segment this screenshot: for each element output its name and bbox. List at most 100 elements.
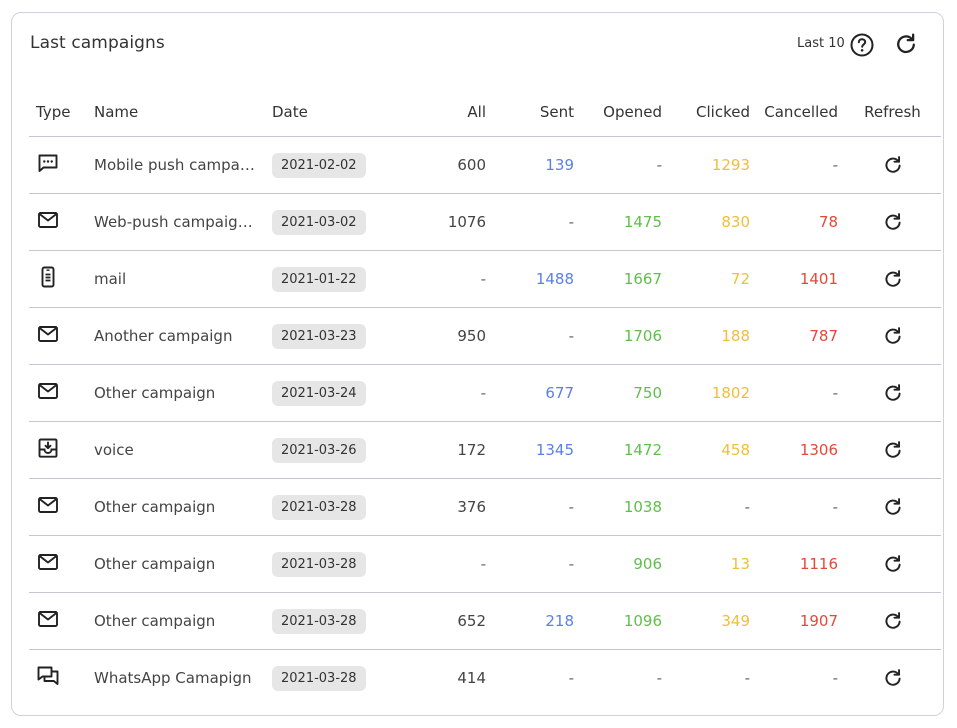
type-cell [29,136,94,194]
refresh-icon[interactable] [882,268,904,290]
campaign-name[interactable]: Other campaign [94,612,216,631]
date-chip: 2021-03-23 [272,323,366,349]
email-icon [36,379,60,403]
clicked-cell: 1802 [662,364,750,422]
clicked-cell: - [662,478,750,536]
opened-cell: 1096 [574,592,662,650]
date-chip: 2021-03-28 [272,494,366,520]
campaign-name[interactable]: Mobile push campai... [94,156,258,175]
chat-icon [36,664,60,688]
opened-cell: 750 [574,364,662,422]
campaigns-table: Type Name Date All Sent Opened Clicked C… [29,87,941,706]
all-cell: 600 [382,136,486,194]
opened-cell: 1706 [574,307,662,365]
table-row[interactable]: mail 2021-01-22-1488 1667 72 1401 [29,250,941,308]
table-row[interactable]: Another campaign 2021-03-23 950-1706 188 787 [29,307,941,365]
table-row[interactable]: Mobile push campai... 2021-02-02 600 139 -12… [29,136,941,194]
type-cell [29,364,94,422]
opened-cell: 906 [574,535,662,593]
clicked-cell: 1293 [662,136,750,194]
campaign-name[interactable]: Web-push campaign... [94,213,258,232]
col-date-header: Date [272,87,382,137]
refresh-all-icon[interactable] [893,31,919,57]
campaign-name[interactable]: WhatsApp Camapign [94,669,252,688]
date-cell: 2021-02-02 [272,136,382,194]
all-cell: 414 [457,669,486,687]
name-cell: Web-push campaign... [94,193,272,251]
refresh-icon[interactable] [882,382,904,404]
all-cell: 1076 [382,193,486,251]
date-chip: 2021-01-22 [272,266,366,292]
refresh-cell [838,592,941,650]
type-cell [29,650,94,707]
campaign-name[interactable]: voice [94,441,134,460]
name-cell: Other campaign [94,592,272,650]
sms-icon [36,151,60,175]
campaign-name[interactable]: Other campaign [94,555,216,574]
all-cell: - [382,250,486,308]
refresh-cell [838,364,941,422]
campaign-name[interactable]: Another campaign [94,327,233,346]
card-title: Last campaigns [30,33,165,53]
refresh-cell [838,307,941,365]
opened-cell: 1475 [574,193,662,251]
table-row[interactable]: Other campaign 2021-03-28 376-1038- - [29,478,941,536]
range-label[interactable]: Last 10 [797,36,845,51]
sent-cell: 139 [486,136,574,194]
date-cell: 2021-03-28 [272,478,382,536]
refresh-icon[interactable] [882,325,904,347]
refresh-icon[interactable] [882,667,904,689]
table-row[interactable]: Other campaign 2021-03-24-677 750 1802- [29,364,941,422]
date-cell: 2021-03-28 [272,592,382,650]
refresh-icon[interactable] [882,154,904,176]
email-icon [36,208,60,232]
refresh-icon[interactable] [882,439,904,461]
email-icon [36,607,60,631]
voicemail-icon [36,436,60,460]
date-chip: 2021-03-28 [272,665,366,691]
cancelled-cell: - [832,669,838,687]
refresh-cell [838,250,941,308]
cancelled-cell: - [750,478,838,536]
sent-cell: - [486,307,574,365]
col-type-header: Type [29,87,94,137]
table-row[interactable]: voice 2021-03-26 172 1345 1472 458 1306 [29,421,941,479]
table-row[interactable]: Other campaign 2021-03-28 652 218 1096 349 190… [29,592,941,650]
type-cell [29,250,94,308]
sent-cell: - [486,193,574,251]
help-icon[interactable] [849,32,875,58]
date-cell: 2021-03-26 [272,421,382,479]
date-chip: 2021-03-02 [272,209,366,235]
clicked-cell: 349 [662,592,750,650]
col-clicked-header: Clicked [662,87,750,137]
name-cell: mail [94,250,272,308]
refresh-icon[interactable] [882,496,904,518]
clicked-cell: - [744,669,750,687]
clicked-cell: 830 [662,193,750,251]
refresh-icon[interactable] [882,553,904,575]
cancelled-cell: 1907 [750,592,838,650]
date-cell: 2021-03-23 [272,307,382,365]
table-row[interactable]: WhatsApp Camapign 2021-03-28 414 - - - - [29,650,941,707]
cancelled-cell: - [750,136,838,194]
all-cell: 652 [382,592,486,650]
campaign-name[interactable]: Other campaign [94,384,216,403]
sent-cell: 1345 [486,421,574,479]
campaign-name[interactable]: mail [94,270,127,289]
col-cancelled-header: Cancelled [750,87,838,137]
mobile-icon [36,265,60,289]
table-row[interactable]: Other campaign 2021-03-28- -906 13 1116 [29,535,941,593]
campaign-name[interactable]: Other campaign [94,498,216,517]
sent-cell: - [486,535,574,593]
table-row[interactable]: Web-push campaign... 2021-03-02 1076-1475 8… [29,193,941,251]
cancelled-cell: 787 [750,307,838,365]
col-name-header: Name [94,87,272,137]
cancelled-cell: 1401 [750,250,838,308]
opened-cell: 1472 [574,421,662,479]
refresh-icon[interactable] [882,610,904,632]
table-header-row: Type Name Date All Sent Opened Clicked C… [29,87,941,137]
type-cell [29,592,94,650]
clicked-cell: 13 [662,535,750,593]
refresh-cell [838,535,941,593]
refresh-icon[interactable] [882,211,904,233]
